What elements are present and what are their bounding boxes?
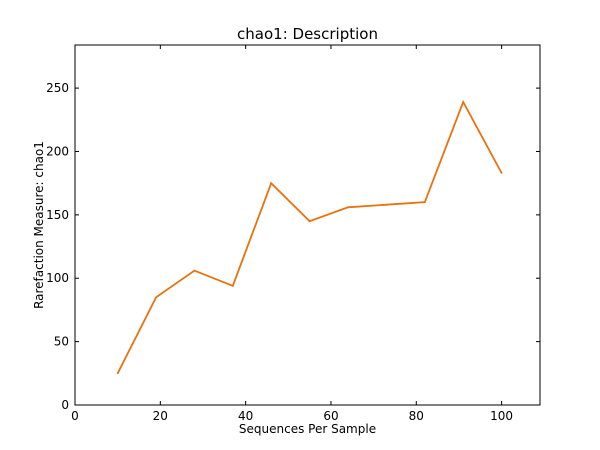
series-layer xyxy=(116,99,503,375)
series-line xyxy=(116,99,503,374)
y-tick-label: 100 xyxy=(46,271,69,285)
axis-ticks: 0 20 40 60 80 100 0 50 100 150 200 250 xyxy=(46,45,540,423)
data-point xyxy=(116,372,119,375)
y-tick-label: 50 xyxy=(54,335,69,349)
y-tick-label: 200 xyxy=(46,144,69,158)
x-tick-label: 80 xyxy=(409,409,424,423)
data-point xyxy=(500,172,503,174)
x-tick-label: 20 xyxy=(153,409,168,423)
y-axis-title: Rarefaction Measure: chao1 xyxy=(32,141,46,309)
data-point xyxy=(462,101,465,103)
data-point xyxy=(385,203,388,206)
x-tick-label: 40 xyxy=(238,409,253,423)
data-point xyxy=(308,220,311,223)
y-tick-label: 0 xyxy=(61,398,69,412)
data-point xyxy=(231,284,234,287)
plot-frame xyxy=(74,44,541,406)
x-tick-label: 0 xyxy=(71,409,79,423)
data-point xyxy=(193,269,196,272)
data-point xyxy=(423,201,426,204)
x-tick-label: 60 xyxy=(323,409,338,423)
data-point xyxy=(270,182,273,185)
x-axis-title: Sequences Per Sample xyxy=(239,422,376,436)
x-tick-label: 100 xyxy=(490,409,513,423)
plot-area xyxy=(74,44,541,406)
data-point xyxy=(155,296,158,299)
chart-title: chao1: Description xyxy=(237,25,378,43)
y-tick-label: 250 xyxy=(46,81,69,95)
data-point xyxy=(347,206,349,209)
y-tick-label: 150 xyxy=(46,208,69,222)
